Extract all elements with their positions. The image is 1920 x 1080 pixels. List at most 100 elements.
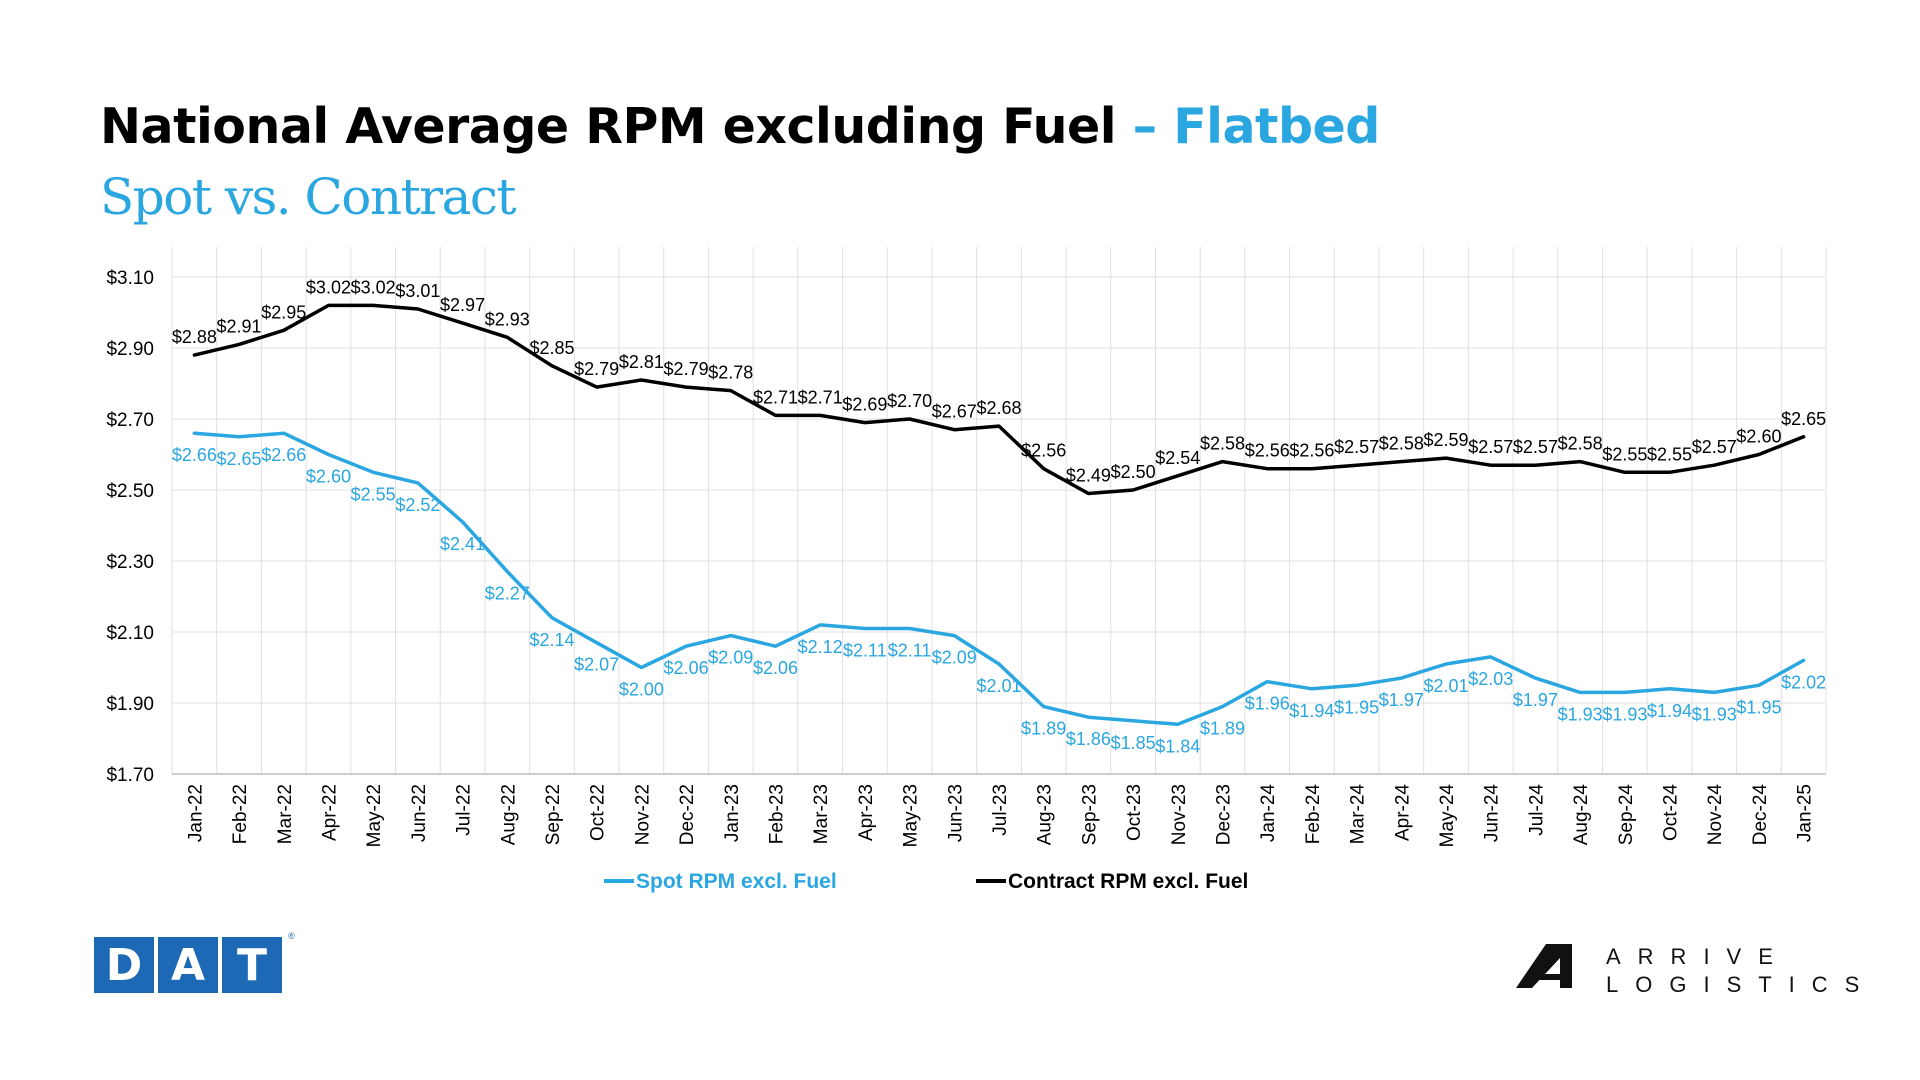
x-tick-label: Dec-22 xyxy=(677,784,698,845)
logistics-wordmark: LOGISTICS xyxy=(1606,972,1877,997)
contract-data-label: $2.59 xyxy=(1424,430,1469,450)
contract-data-label: $3.02 xyxy=(351,277,396,297)
contract-data-label: $2.54 xyxy=(1155,448,1200,468)
x-tick-label: Sep-24 xyxy=(1616,784,1637,846)
series-lines xyxy=(192,303,1806,727)
x-tick-label: Jan-23 xyxy=(722,784,743,842)
spot-data-label: $2.12 xyxy=(798,637,843,657)
spot-data-label: $2.66 xyxy=(172,445,217,465)
y-tick-label: $2.90 xyxy=(106,339,154,360)
x-tick-label: Jul-23 xyxy=(990,784,1011,836)
contract-data-label: $2.60 xyxy=(1736,427,1781,447)
x-tick-label: Jan-25 xyxy=(1795,784,1816,842)
contract-data-label: $2.67 xyxy=(932,402,977,422)
spot-data-label: $1.86 xyxy=(1066,729,1111,749)
spot-data-label: $2.52 xyxy=(395,495,440,515)
axes: $1.70 $1.90 $2.10 $2.30 $2.50 $2.70 $2.90 $3.10… xyxy=(106,268,1826,847)
x-tick-label: Feb-23 xyxy=(766,784,787,844)
y-tick-label: $2.50 xyxy=(106,481,154,502)
x-tick-label: Feb-22 xyxy=(230,784,251,844)
spot-data-label: $2.66 xyxy=(261,445,306,465)
contract-data-label: $2.97 xyxy=(440,295,485,315)
spot-data-label: $1.96 xyxy=(1245,694,1290,714)
dat-logo: D A T ® xyxy=(94,931,295,993)
x-tick-label: May-22 xyxy=(364,784,385,847)
dat-logo-letter: D xyxy=(94,937,154,993)
spot-data-label: $2.09 xyxy=(708,648,753,668)
spot-data-label: $2.41 xyxy=(440,534,485,554)
spot-data-label: $2.11 xyxy=(843,640,887,660)
contract-data-label: $2.58 xyxy=(1558,434,1603,454)
x-tick-label: Oct-24 xyxy=(1661,784,1682,841)
x-tick-label: Oct-22 xyxy=(588,784,609,841)
spot-data-label: $2.65 xyxy=(217,449,262,469)
x-tick-label: Sep-22 xyxy=(543,784,564,845)
x-tick-label: Jan-24 xyxy=(1258,784,1279,843)
contract-data-label: $2.56 xyxy=(1021,441,1066,461)
contract-data-label: $2.55 xyxy=(1647,444,1692,464)
x-tick-label: Apr-23 xyxy=(856,784,877,841)
registered-mark: ® xyxy=(288,931,295,941)
contract-data-label: $3.01 xyxy=(395,281,440,301)
dat-logo-letter: A xyxy=(158,937,218,993)
contract-data-label: $2.49 xyxy=(1066,466,1111,486)
contract-data-label: $2.71 xyxy=(753,387,798,407)
x-tick-label: Mar-22 xyxy=(275,784,296,844)
legend: Spot RPM excl. Fuel Contract RPM excl. Fu… xyxy=(604,870,1248,893)
contract-data-label: $2.58 xyxy=(1379,434,1424,454)
contract-data-label: $2.88 xyxy=(172,327,217,347)
x-tick-label: Oct-23 xyxy=(1124,784,1145,841)
spot-data-label: $1.89 xyxy=(1200,719,1245,739)
contract-data-label: $2.81 xyxy=(619,352,664,372)
contract-data-label: $2.93 xyxy=(485,309,530,329)
contract-data-label: $2.70 xyxy=(887,391,932,411)
x-tick-label: Jun-22 xyxy=(409,784,430,842)
spot-data-label: $2.09 xyxy=(932,648,977,668)
x-tick-label: Aug-22 xyxy=(498,784,519,845)
x-tick-label: Jun-24 xyxy=(1482,784,1503,843)
spot-data-label: $1.93 xyxy=(1558,704,1603,724)
spot-data-label: $2.27 xyxy=(485,584,530,604)
x-tick-label: Nov-22 xyxy=(632,784,653,845)
contract-data-label: $2.57 xyxy=(1468,437,1513,457)
spot-data-label: $1.84 xyxy=(1155,736,1200,756)
x-tick-label: Mar-23 xyxy=(811,784,832,844)
spot-data-label: $1.85 xyxy=(1111,733,1156,753)
contract-data-label: $2.95 xyxy=(261,302,306,322)
chart-title: National Average RPM excluding Fuel – Fl… xyxy=(100,98,1380,155)
spot-data-label: $1.89 xyxy=(1021,719,1066,739)
x-tick-label: Dec-24 xyxy=(1750,784,1771,846)
x-tick-label: Jul-24 xyxy=(1526,784,1547,836)
contract-data-label: $3.02 xyxy=(306,277,351,297)
title-accent: – Flatbed xyxy=(1116,98,1381,155)
data-labels: $2.66 $2.65 $2.66$2.60$2.55$2.52$2.41$2.27… xyxy=(172,277,1826,756)
contract-data-label: $2.50 xyxy=(1111,462,1156,482)
x-tick-label: Sep-23 xyxy=(1079,784,1100,845)
x-tick-label: May-23 xyxy=(901,784,922,847)
x-tick-label: Apr-24 xyxy=(1392,784,1413,841)
spot-data-label: $2.03 xyxy=(1468,669,1513,689)
spot-data-label: $1.97 xyxy=(1379,690,1424,710)
spot-data-label: $2.00 xyxy=(619,680,664,700)
arrive-wordmark: ARRIVE xyxy=(1606,944,1790,969)
dat-logo-letter: T xyxy=(222,937,282,993)
contract-data-label: $2.56 xyxy=(1245,441,1290,461)
contract-data-label: $2.71 xyxy=(798,387,843,407)
y-tick-label: $2.10 xyxy=(106,623,154,644)
contract-data-label: $2.55 xyxy=(1602,444,1647,464)
contract-data-label: $2.65 xyxy=(1781,409,1826,429)
y-tick-label: $1.90 xyxy=(106,694,154,715)
spot-data-label: $1.94 xyxy=(1647,701,1692,721)
spot-data-label: $2.60 xyxy=(306,467,351,487)
spot-data-label: $2.11 xyxy=(888,640,932,660)
y-tick-label: $3.10 xyxy=(106,268,154,289)
spot-data-label: $1.93 xyxy=(1602,704,1647,724)
y-tick-label: $2.70 xyxy=(106,410,154,431)
x-tick-label: May-24 xyxy=(1437,784,1458,848)
contract-data-label: $2.57 xyxy=(1513,437,1558,457)
spot-data-label: $2.55 xyxy=(351,484,396,504)
contract-data-label: $2.78 xyxy=(708,363,753,383)
contract-data-label: $2.79 xyxy=(574,359,619,379)
spot-data-label: $1.97 xyxy=(1513,690,1558,710)
contract-data-label: $2.58 xyxy=(1200,434,1245,454)
